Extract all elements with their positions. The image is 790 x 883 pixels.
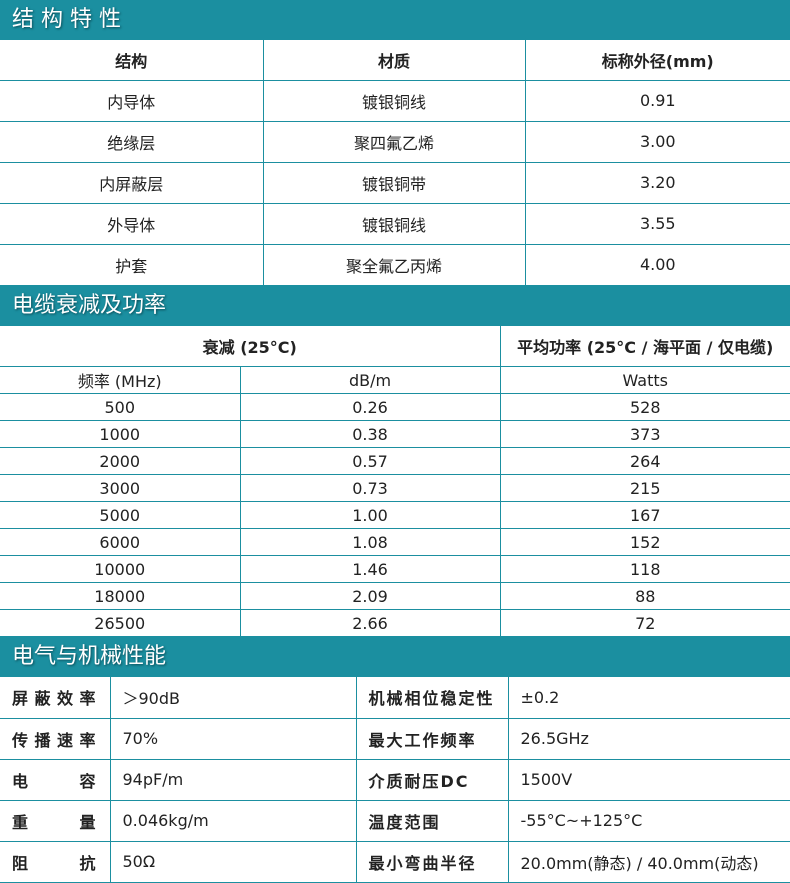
table-cell: 264: [499, 447, 790, 475]
header-cell: 标称外径(mm): [524, 40, 790, 81]
property-label: 传播速率: [0, 717, 111, 760]
table-cell: 0.26: [239, 393, 501, 421]
table-cell: 外导体: [0, 202, 264, 245]
table-cell: 6000: [0, 528, 241, 556]
table-cell: 26500: [0, 609, 241, 637]
property-value: 26.5GHz: [507, 717, 790, 760]
table-cell: 2.09: [239, 582, 501, 610]
table-cell: 5000: [0, 501, 241, 529]
property-value: 20.0mm(静态) / 40.0mm(动态): [507, 840, 790, 883]
table-cell: 镀银铜带: [262, 161, 526, 204]
table-cell: 3.00: [524, 120, 790, 163]
table-header: 衰减 (25°C) 平均功率 (25°C / 海平面 / 仅电缆): [0, 325, 790, 367]
table-row: 阻抗 50Ω 最小弯曲半径 20.0mm(静态) / 40.0mm(动态): [0, 840, 790, 883]
property-label: 最大工作频率: [355, 717, 509, 760]
table-cell: 118: [499, 555, 790, 583]
table-row: 绝缘层 聚四氟乙烯 3.00: [0, 120, 790, 163]
table-cell: 3.20: [524, 161, 790, 204]
table-cell: 373: [499, 420, 790, 448]
table-cell: 聚四氟乙烯: [262, 120, 526, 163]
property-value: 0.046kg/m: [109, 799, 357, 842]
table-cell: 1.08: [239, 528, 501, 556]
table-cell: 88: [499, 582, 790, 610]
table-cell: 10000: [0, 555, 241, 583]
table-cell: 3.55: [524, 202, 790, 245]
table-row: 重量 0.046kg/m 温度范围 -55°C~+125°C: [0, 799, 790, 842]
table-cell: 0.73: [239, 474, 501, 502]
table-cell: 500: [0, 393, 241, 421]
header-attenuation: 衰减 (25°C): [0, 325, 501, 367]
property-label: 温度范围: [355, 799, 509, 842]
table-row: 3000 0.73 215: [0, 474, 790, 502]
table-cell: 3000: [0, 474, 241, 502]
table-cell: 内屏蔽层: [0, 161, 264, 204]
table-cell: 1000: [0, 420, 241, 448]
property-label: 最小弯曲半径: [355, 840, 509, 883]
table-row: 10000 1.46 118: [0, 555, 790, 583]
subheader-cell: Watts: [499, 366, 790, 394]
table-header: 结构 材质 标称外径(mm): [0, 40, 790, 81]
property-label: 阻抗: [0, 840, 111, 883]
table-row: 内导体 镀银铜线 0.91: [0, 80, 790, 122]
table-cell: 152: [499, 528, 790, 556]
table-cell: 1.00: [239, 501, 501, 529]
header-cell: 材质: [262, 40, 526, 81]
structure-table: 结构 材质 标称外径(mm) 内导体 镀银铜线 0.91 绝缘层 聚四氟乙烯 3.00 内屏…: [0, 40, 790, 286]
table-cell: 0.91: [524, 80, 790, 122]
electrical-table: 屏蔽效率 ＞90dB 机械相位稳定性 ±0.2 传播速率 70% 最大工作频率 26.5GHz…: [0, 677, 790, 883]
header-cell: 结构: [0, 40, 264, 81]
table-row: 5000 1.00 167: [0, 501, 790, 529]
table-row: 18000 2.09 88: [0, 582, 790, 610]
table-row: 1000 0.38 373: [0, 420, 790, 448]
table-cell: 1.46: [239, 555, 501, 583]
property-value: 70%: [109, 717, 357, 760]
table-row: 6000 1.08 152: [0, 528, 790, 556]
table-cell: 聚全氟乙丙烯: [262, 243, 526, 286]
table-row: 外导体 镀银铜线 3.55: [0, 202, 790, 245]
property-label: 屏蔽效率: [0, 677, 111, 719]
property-value: ±0.2: [507, 677, 790, 719]
table-row: 内屏蔽层 镀银铜带 3.20: [0, 161, 790, 204]
table-cell: 72: [499, 609, 790, 637]
property-value: ＞90dB: [109, 677, 357, 719]
table-cell: 18000: [0, 582, 241, 610]
section-title-attenuation: 电缆衰减及功率: [0, 285, 790, 326]
table-cell: 镀银铜线: [262, 80, 526, 122]
table-row: 电容 94pF/m 介质耐压DC 1500V: [0, 758, 790, 801]
property-value: 1500V: [507, 758, 790, 801]
table-cell: 167: [499, 501, 790, 529]
property-label: 重量: [0, 799, 111, 842]
table-row: 屏蔽效率 ＞90dB 机械相位稳定性 ±0.2: [0, 677, 790, 719]
table-cell: 528: [499, 393, 790, 421]
subheader-cell: 频率 (MHz): [0, 366, 241, 394]
property-value: 50Ω: [109, 840, 357, 883]
property-label: 电容: [0, 758, 111, 801]
table-row: 传播速率 70% 最大工作频率 26.5GHz: [0, 717, 790, 760]
table-row: 26500 2.66 72: [0, 609, 790, 637]
table-cell: 2.66: [239, 609, 501, 637]
table-cell: 4.00: [524, 243, 790, 286]
property-label: 机械相位稳定性: [355, 677, 509, 719]
table-row: 2000 0.57 264: [0, 447, 790, 475]
header-power: 平均功率 (25°C / 海平面 / 仅电缆): [499, 325, 790, 367]
table-cell: 0.57: [239, 447, 501, 475]
subheader-cell: dB/m: [239, 366, 501, 394]
table-cell: 内导体: [0, 80, 264, 122]
attenuation-table: 衰减 (25°C) 平均功率 (25°C / 海平面 / 仅电缆) 频率 (MH…: [0, 325, 790, 637]
table-subheader: 频率 (MHz) dB/m Watts: [0, 366, 790, 394]
table-row: 护套 聚全氟乙丙烯 4.00: [0, 243, 790, 286]
property-value: -55°C~+125°C: [507, 799, 790, 842]
table-cell: 2000: [0, 447, 241, 475]
section-title-electrical: 电气与机械性能: [0, 637, 790, 677]
table-cell: 镀银铜线: [262, 202, 526, 245]
property-value: 94pF/m: [109, 758, 357, 801]
section-title-structure: 结 构 特 性: [0, 0, 790, 40]
table-cell: 215: [499, 474, 790, 502]
table-row: 500 0.26 528: [0, 393, 790, 421]
table-cell: 0.38: [239, 420, 501, 448]
table-cell: 绝缘层: [0, 120, 264, 163]
table-cell: 护套: [0, 243, 264, 286]
property-label: 介质耐压DC: [355, 758, 509, 801]
